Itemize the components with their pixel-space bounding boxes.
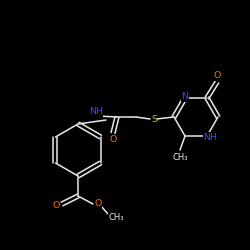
Text: O: O: [109, 134, 117, 143]
Text: CH₃: CH₃: [172, 152, 188, 162]
Text: N: N: [182, 92, 188, 102]
Text: NH: NH: [203, 132, 217, 141]
Text: NH: NH: [89, 108, 103, 116]
Text: CH₃: CH₃: [108, 212, 124, 222]
Text: S: S: [151, 114, 157, 124]
Text: O: O: [94, 200, 102, 208]
Text: O: O: [52, 200, 60, 209]
Text: O: O: [213, 72, 221, 80]
